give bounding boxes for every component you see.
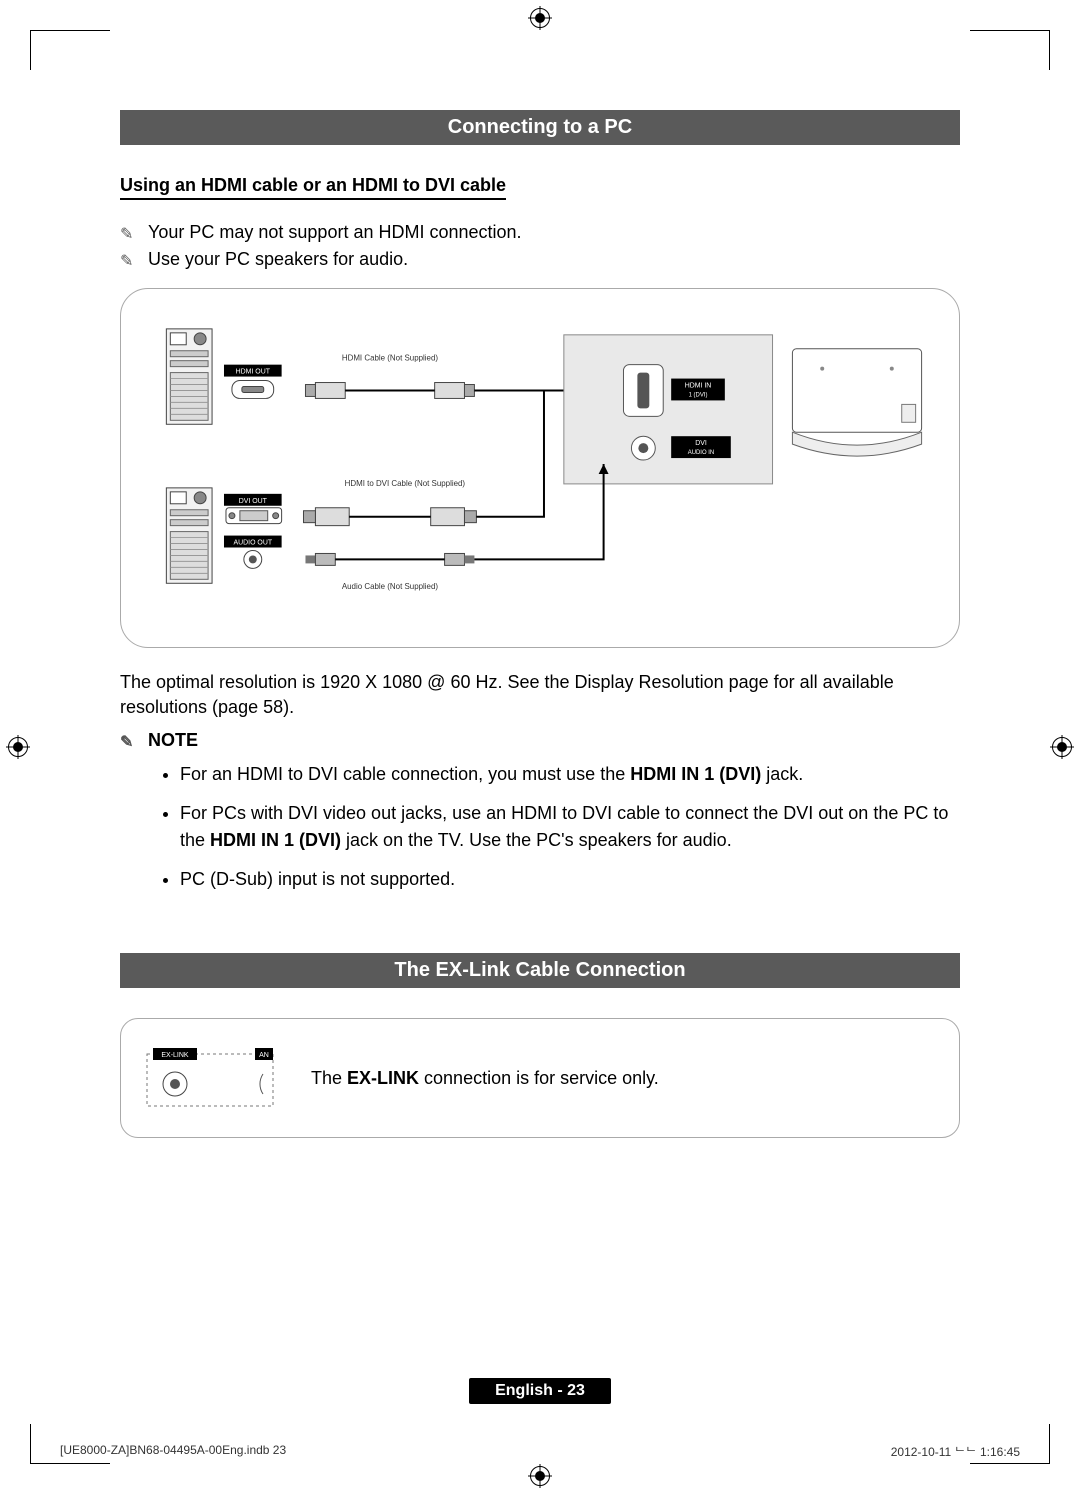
svg-text:DVI: DVI — [695, 440, 707, 447]
pc-tower-top-icon — [166, 329, 212, 424]
pc-tower-bottom-icon — [166, 488, 212, 583]
crop-mark — [30, 30, 110, 31]
exlink-text: The EX-LINK connection is for service on… — [311, 1068, 659, 1089]
list-item: For an HDMI to DVI cable connection, you… — [180, 761, 960, 788]
section-heading-exlink: The EX-Link Cable Connection — [120, 953, 960, 988]
hdmi-out-port: HDMI OUT — [224, 365, 282, 399]
connection-diagram: HDMI OUT HDMI Cable (Not Supplied) — [120, 288, 960, 648]
hdmi-cable-icon — [305, 383, 474, 399]
note-text: Use your PC speakers for audio. — [148, 249, 408, 269]
crop-mark — [30, 30, 31, 70]
dvi-audio-in-port: DVI AUDIO IN — [631, 436, 730, 460]
crop-mark — [30, 1463, 110, 1464]
note-line: ✎ Use your PC speakers for audio. — [120, 249, 960, 270]
crop-mark — [1049, 1424, 1050, 1464]
crop-mark — [970, 1463, 1050, 1464]
page-number-badge: English - 23 — [469, 1378, 611, 1404]
crop-mark — [970, 30, 1050, 31]
note-label-text: NOTE — [148, 730, 198, 750]
connection-diagram-svg: HDMI OUT HDMI Cable (Not Supplied) — [145, 309, 935, 627]
print-info: [UE8000-ZA]BN68-04495A-00Eng.indb 23 201… — [60, 1443, 1020, 1460]
svg-text:HDMI OUT: HDMI OUT — [236, 369, 271, 376]
print-timestamp: 2012-10-11 ᄂᄂ 1:16:45 — [891, 1443, 1020, 1460]
pencil-icon: ✎ — [120, 251, 133, 271]
svg-text:AN: AN — [259, 1052, 269, 1059]
subheading-hdmi-dvi: Using an HDMI cable or an HDMI to DVI ca… — [120, 175, 506, 200]
crop-mark — [30, 1424, 31, 1464]
svg-text:Audio Cable (Not Supplied): Audio Cable (Not Supplied) — [342, 582, 439, 591]
svg-text:HDMI to DVI Cable (Not Supplie: HDMI to DVI Cable (Not Supplied) — [345, 479, 466, 488]
hdmi-dvi-cable-icon — [303, 508, 476, 526]
crop-mark — [1049, 30, 1050, 70]
resolution-text: The optimal resolution is 1920 X 1080 @ … — [120, 670, 960, 720]
note-line: ✎ Your PC may not support an HDMI connec… — [120, 222, 960, 243]
svg-text:DVI OUT: DVI OUT — [239, 498, 268, 505]
note-bullets: For an HDMI to DVI cable connection, you… — [180, 761, 960, 893]
page-footer: English - 23 — [0, 1378, 1080, 1404]
exlink-port-svg: EX-LINK AN — [141, 1038, 281, 1118]
pencil-icon: ✎ — [120, 224, 133, 244]
svg-text:EX-LINK: EX-LINK — [161, 1052, 189, 1059]
registration-mark-icon — [6, 735, 30, 759]
registration-mark-icon — [528, 6, 552, 30]
registration-mark-icon — [1050, 735, 1074, 759]
pencil-icon: ✎ — [120, 732, 133, 752]
svg-text:AUDIO OUT: AUDIO OUT — [234, 540, 273, 547]
dvi-out-port: DVI OUT — [224, 494, 282, 524]
svg-text:1 (DVI): 1 (DVI) — [689, 392, 708, 398]
audio-out-port: AUDIO OUT — [224, 536, 282, 569]
print-file: [UE8000-ZA]BN68-04495A-00Eng.indb 23 — [60, 1443, 286, 1460]
list-item: PC (D-Sub) input is not supported. — [180, 866, 960, 893]
svg-text:HDMI IN: HDMI IN — [685, 383, 712, 390]
svg-text:HDMI Cable (Not Supplied): HDMI Cable (Not Supplied) — [342, 354, 439, 363]
note-heading: ✎ NOTE — [120, 730, 960, 751]
svg-text:AUDIO IN: AUDIO IN — [688, 450, 714, 456]
registration-mark-icon — [528, 1464, 552, 1488]
list-item: For PCs with DVI video out jacks, use an… — [180, 800, 960, 854]
tv-icon — [792, 349, 921, 456]
tv-panel-icon — [564, 335, 773, 484]
note-text: Your PC may not support an HDMI connecti… — [148, 222, 522, 242]
audio-cable-icon — [305, 553, 474, 565]
exlink-diagram: EX-LINK AN The EX-LINK connection is for… — [120, 1018, 960, 1138]
section-heading-connecting-pc: Connecting to a PC — [120, 110, 960, 145]
